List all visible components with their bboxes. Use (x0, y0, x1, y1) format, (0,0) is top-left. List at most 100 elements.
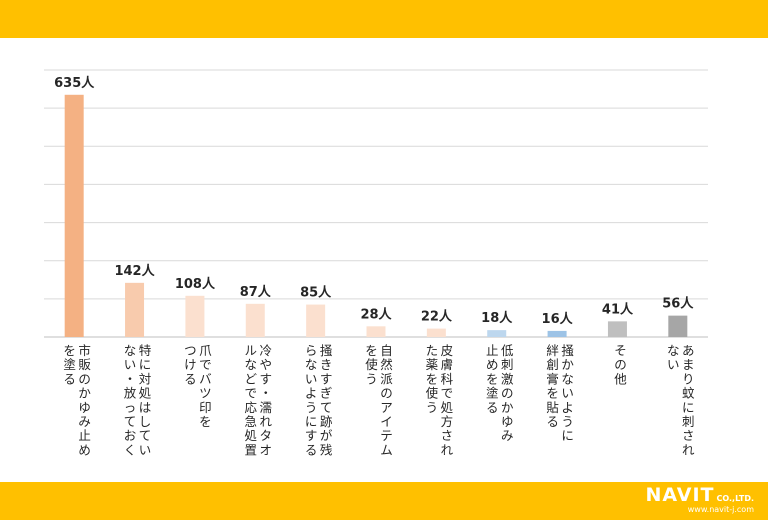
category-label-char: 特 (139, 343, 152, 358)
category-label-char: に (682, 400, 695, 415)
category-label-char: を (486, 371, 499, 386)
data-label: 635人 (54, 75, 95, 91)
bar (64, 94, 84, 338)
category-label-char: め (78, 442, 91, 457)
category-label-char: を (199, 414, 212, 429)
category-label-char: た (426, 343, 439, 358)
logo-suffix: CO.,LTD. (716, 494, 754, 503)
category-label-char: る (184, 371, 197, 386)
category-label-char: 置 (245, 442, 258, 457)
category-label-char: り (682, 371, 695, 386)
logo-url: www.navit-j.com (687, 505, 754, 514)
bar (426, 328, 446, 337)
category-label-char: 皮 (441, 343, 454, 358)
category-label-char: る (486, 400, 499, 415)
category-label-char: は (139, 400, 152, 415)
bar (185, 295, 205, 337)
category-label-char: 然 (380, 357, 393, 372)
category-label-char: よ (561, 400, 574, 415)
category-label-char: ぎ (320, 386, 333, 401)
category-label-char: ゆ (78, 400, 91, 415)
category-label-char: 使 (426, 386, 439, 401)
category-label-char: 蚊 (682, 386, 695, 401)
category-label-char: う (365, 371, 378, 386)
bar (668, 315, 688, 337)
category-label-char: 薬 (426, 357, 439, 372)
category-label-char: 他 (614, 371, 627, 386)
bar (306, 304, 326, 337)
category-label-char: け (184, 357, 197, 372)
category-label-char: の (501, 386, 514, 401)
category-label-char: 急 (245, 414, 258, 429)
category-label-char: オ (260, 442, 273, 457)
data-label: 108人 (175, 276, 216, 292)
category-label-char: れ (441, 442, 454, 457)
category-label-char: な (305, 357, 318, 372)
category-label-char: め (486, 357, 499, 372)
category-label-char: い (305, 371, 318, 386)
category-label-char: か (78, 386, 91, 401)
category-label-char: 冷 (260, 343, 273, 358)
category-label-char: で (199, 357, 212, 372)
category-label-char: 応 (245, 400, 258, 415)
category-label-char: に (305, 414, 318, 429)
category-label-char: 派 (380, 371, 393, 386)
category-label-char: ム (380, 442, 393, 457)
category-label-char: 対 (139, 371, 152, 386)
category-label-char: ル (245, 343, 258, 358)
category-label-char: て (320, 400, 333, 415)
category-label-char: き (320, 357, 333, 372)
category-label-char: を (546, 386, 559, 401)
data-label: 85人 (300, 285, 332, 301)
category-label-char: テ (380, 428, 393, 443)
category-label-char: い (667, 357, 680, 372)
category-label-char: う (561, 414, 574, 429)
category-label-char: か (561, 357, 574, 372)
category-label-char: 掻 (561, 343, 574, 358)
category-label-char: 膚 (441, 357, 454, 372)
category-label-char: ど (245, 371, 258, 386)
bar (245, 303, 265, 337)
category-label-char: な (245, 357, 258, 372)
category-label-char: る (63, 371, 76, 386)
category-label-char: あ (682, 343, 695, 358)
data-label: 18人 (481, 310, 513, 326)
category-label-char: 塗 (63, 357, 76, 372)
category-label-char: 方 (441, 414, 454, 429)
category-label-char: 処 (139, 386, 152, 401)
category-label-char: ツ (199, 386, 212, 401)
data-label: 41人 (602, 301, 634, 317)
category-label-char: み (501, 428, 514, 443)
category-label-char: い (139, 442, 152, 457)
data-label: 87人 (240, 284, 272, 300)
category-label-char: お (124, 428, 137, 443)
category-label-char: タ (260, 428, 273, 443)
bar (487, 330, 507, 337)
data-label: 56人 (662, 296, 694, 312)
category-label-char: し (139, 414, 152, 429)
category-label-char: よ (305, 386, 318, 401)
category-label-char: れ (260, 414, 273, 429)
category-label-char: る (546, 414, 559, 429)
category-label-char: う (426, 400, 439, 415)
category-label-char: 貼 (546, 400, 559, 415)
category-label-char: 膏 (546, 371, 559, 386)
category-label-char: を (63, 343, 76, 358)
category-label-char: 爪 (199, 343, 212, 358)
category-label-char: 使 (365, 357, 378, 372)
category-label-char: を (426, 371, 439, 386)
category-label-char: す (305, 428, 318, 443)
category-label-char: の (78, 371, 91, 386)
category-label-char: 止 (78, 428, 91, 443)
category-label-char: そ (614, 343, 627, 358)
category-label-char: か (501, 400, 514, 415)
category-label-char: 放 (124, 386, 137, 401)
category-label-char: に (139, 357, 152, 372)
company-logo: NAVIT CO.,LTD. www.navit-j.com (634, 486, 754, 516)
category-label-char: ア (380, 400, 393, 415)
category-label-char: 処 (245, 428, 258, 443)
category-label-char: れ (682, 442, 695, 457)
category-label-char: ・ (124, 371, 137, 386)
top-band (0, 0, 768, 38)
